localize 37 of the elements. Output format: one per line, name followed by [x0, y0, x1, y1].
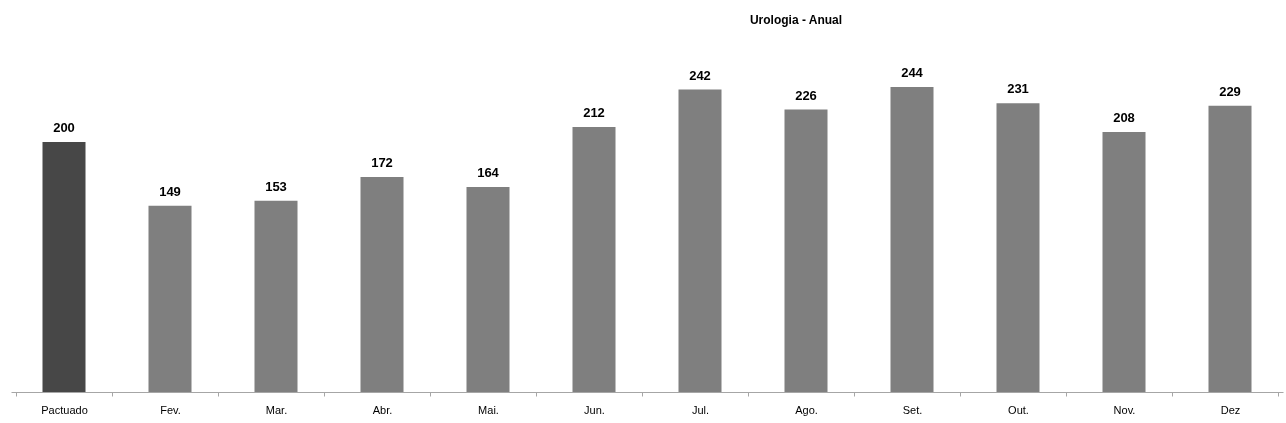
data-label: 153: [265, 178, 287, 194]
bar: [996, 103, 1040, 392]
data-label: 226: [795, 87, 817, 103]
x-tick-label: Fev.: [160, 403, 181, 416]
x-tick-label: Mar.: [265, 403, 288, 416]
x-tick-label: Jul.: [691, 403, 710, 416]
x-tick-label: Pactuado: [41, 403, 88, 416]
data-label: 244: [901, 65, 924, 80]
bar: [1208, 105, 1252, 392]
bar: [466, 187, 510, 392]
x-tick-label: Mai.: [478, 403, 499, 416]
data-label: 149: [159, 183, 181, 199]
x-tick-label: Ago.: [795, 403, 818, 416]
x-tick-label: Jun.: [584, 403, 605, 416]
data-label: 208: [1113, 110, 1135, 125]
x-tick-label: Out.: [1008, 403, 1029, 416]
bar: [572, 127, 616, 392]
x-tick-label: Dez: [1220, 403, 1241, 416]
data-label: 231: [1007, 81, 1029, 97]
data-label: 164: [477, 165, 500, 180]
bar: [42, 142, 86, 392]
x-tick-label: Set.: [902, 403, 923, 416]
data-label: 212: [583, 105, 605, 120]
data-label: 242: [689, 67, 711, 83]
bar: [254, 200, 298, 392]
x-tick-label: Nov.: [1113, 403, 1136, 416]
bar: [784, 109, 828, 392]
data-label: 229: [1219, 83, 1241, 99]
chart-title: Urologia - Anual: [749, 13, 843, 27]
data-label: 200: [53, 120, 75, 135]
data-label: 172: [371, 155, 393, 170]
bar: [360, 177, 404, 392]
x-tick-label: Abr.: [372, 403, 393, 416]
bar: [678, 89, 722, 392]
bar: [148, 205, 192, 392]
bar: [890, 87, 934, 392]
bar: [1102, 132, 1146, 392]
